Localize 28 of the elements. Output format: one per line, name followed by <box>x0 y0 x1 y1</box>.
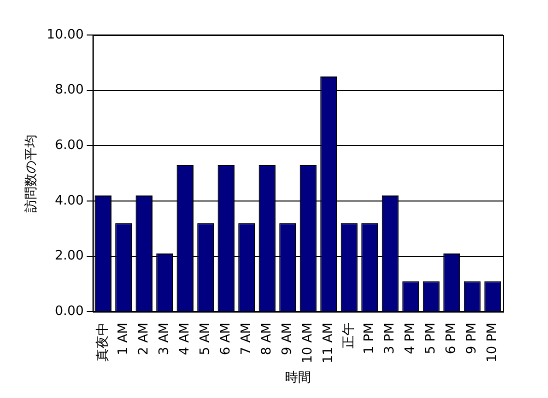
y-tick-label: 2.00 <box>54 248 84 264</box>
x-axis-title: 時間 <box>284 370 311 386</box>
y-tick-label: 4.00 <box>54 193 84 208</box>
x-tick-label: 6 PM <box>444 322 460 354</box>
y-tick-label: 10.00 <box>46 27 84 42</box>
x-tick-label: 10 AM <box>300 322 316 364</box>
x-tick-label: 1 AM <box>116 322 131 356</box>
x-tick-label: 3 PM <box>382 322 398 354</box>
x-tick-label: 8 AM <box>260 322 275 356</box>
x-tick-label: 9 AM <box>280 322 296 356</box>
x-tick-label: 9 PM <box>464 322 480 354</box>
y-axis-title: 訪問数の平均 <box>24 134 40 212</box>
x-tick-label: 真夜中 <box>94 322 110 362</box>
x-tick-label: 7 AM <box>239 322 254 356</box>
x-tick-label: 1 PM <box>362 322 378 354</box>
x-tick-label: 11 AM <box>321 322 336 364</box>
x-tick-label: 6 AM <box>218 322 234 356</box>
x-tick-label: 4 PM <box>403 322 418 354</box>
y-tick-label: 0.00 <box>54 304 84 319</box>
x-tick-label: 10 PM <box>485 322 500 362</box>
x-tick-label: 5 PM <box>424 322 439 354</box>
x-tick-label: 3 AM <box>156 322 172 356</box>
x-tick-label: 2 AM <box>136 322 152 356</box>
x-tick-label: 正午 <box>342 322 357 349</box>
x-tick-label: 4 AM <box>177 322 192 356</box>
y-tick-label: 8.00 <box>54 82 84 98</box>
x-tick-label: 5 AM <box>198 322 213 356</box>
y-tick-label: 6.00 <box>54 138 84 154</box>
